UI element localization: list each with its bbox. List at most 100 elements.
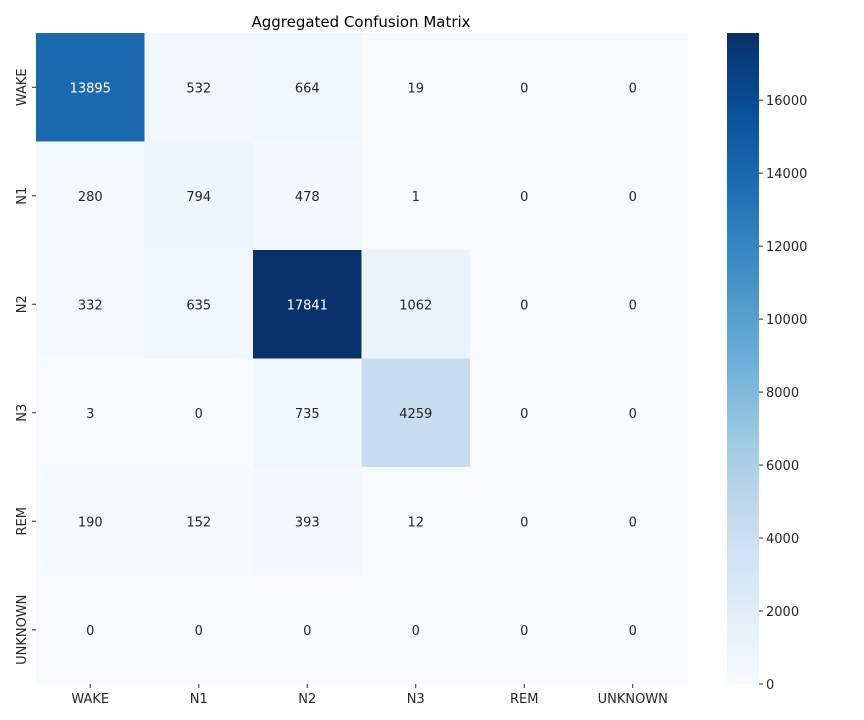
x-tick-label: N3: [407, 692, 425, 707]
y-tick-label: UNKNOWN: [15, 595, 30, 665]
heatmap-cell: [144, 467, 254, 577]
cell-value-label: 0: [629, 298, 637, 313]
colorbar-tick-label: 2000: [766, 605, 799, 620]
heatmap-cell: [361, 250, 471, 360]
cell-value-label: 0: [520, 190, 528, 205]
heatmap-cell: [253, 250, 363, 360]
cell-value-label: 0: [629, 81, 637, 96]
colorbar-tick-label: 16000: [766, 94, 807, 109]
heatmap-cell: [36, 250, 146, 360]
heatmap-cell: [470, 467, 580, 577]
heatmap-cell: [361, 467, 471, 577]
cell-value-label: 0: [629, 407, 637, 422]
x-tick-label: REM: [510, 692, 538, 707]
cell-value-label: 532: [186, 81, 211, 96]
y-tick-label: REM: [15, 507, 30, 535]
x-tick-label: N2: [298, 692, 316, 707]
cell-value-label: 1062: [399, 298, 432, 313]
cell-value-label: 478: [295, 190, 320, 205]
colorbar-tick-label: 14000: [766, 167, 807, 182]
heatmap-cell: [578, 358, 688, 468]
heatmap-cell: [144, 358, 254, 468]
cell-value-label: 0: [303, 624, 311, 639]
cell-value-label: 17841: [287, 298, 328, 313]
cell-value-label: 19: [407, 81, 424, 96]
y-tick-label: N1: [15, 187, 30, 205]
heatmap-cell: [470, 250, 580, 360]
x-tick-label: UNKNOWN: [598, 692, 668, 707]
heatmap-cell: [361, 575, 471, 685]
heatmap-cell: [253, 467, 363, 577]
cell-value-label: 0: [520, 624, 528, 639]
cell-value-label: 12: [407, 515, 424, 530]
heatmap-cell: [470, 358, 580, 468]
heatmap-cell: [36, 141, 146, 251]
cell-value-label: 0: [195, 624, 203, 639]
heatmap-cell: [361, 33, 471, 143]
cell-value-label: 3: [86, 407, 94, 422]
heatmap-cell: [36, 358, 146, 468]
y-tick-label: N2: [15, 295, 30, 313]
heatmap-cell: [36, 575, 146, 685]
heatmap-cell: [253, 575, 363, 685]
heatmap-cell: [578, 467, 688, 577]
y-axis-ticks: WAKE N1 N2 N3 REM UNKNOWN: [15, 68, 36, 665]
cell-value-label: 794: [186, 190, 211, 205]
heatmap-cell: [361, 358, 471, 468]
heatmap-cell: [36, 467, 146, 577]
heatmap-cell: [578, 33, 688, 143]
heatmap-cell: [253, 141, 363, 251]
x-tick-label: WAKE: [71, 692, 109, 707]
cell-value-label: 635: [186, 298, 211, 313]
colorbar-tick-label: 10000: [766, 313, 807, 328]
cell-value-label: 0: [86, 624, 94, 639]
colorbar-tick-label: 8000: [766, 386, 799, 401]
heatmap-cell: [36, 33, 146, 143]
heatmap-cell: [144, 250, 254, 360]
heatmap-cell: [578, 575, 688, 685]
cell-value-label: 4259: [399, 407, 432, 422]
colorbar-tick-label: 12000: [766, 240, 807, 255]
y-tick-label: N3: [15, 404, 30, 422]
x-axis-ticks: WAKE N1 N2 N3 REM UNKNOWN: [71, 684, 668, 707]
cell-value-label: 393: [295, 515, 320, 530]
heatmap-cell: [578, 250, 688, 360]
heatmap-cell: [470, 33, 580, 143]
cell-value-label: 0: [520, 515, 528, 530]
cell-value-label: 280: [78, 190, 103, 205]
colorbar-gradient: [727, 33, 759, 684]
cell-value-label: 1: [412, 190, 420, 205]
cell-value-label: 332: [78, 298, 103, 313]
cell-value-label: 735: [295, 407, 320, 422]
heatmap-cell: [470, 575, 580, 685]
heatmap-cell: [578, 141, 688, 251]
cell-value-label: 0: [629, 515, 637, 530]
cell-value-label: 0: [520, 407, 528, 422]
cell-value-label: 664: [295, 81, 320, 96]
heatmap-cell: [144, 33, 254, 143]
heatmap-cell: [144, 141, 254, 251]
heatmap-cell: [144, 575, 254, 685]
x-tick-label: N1: [190, 692, 208, 707]
heatmap-cell: [253, 358, 363, 468]
cell-value-label: 0: [629, 624, 637, 639]
colorbar-tick-label: 6000: [766, 459, 799, 474]
heatmap-cell: [253, 33, 363, 143]
cell-value-label: 0: [629, 190, 637, 205]
cell-value-label: 0: [520, 81, 528, 96]
cell-value-label: 152: [186, 515, 211, 530]
colorbar: 0 2000 4000 6000 8000 10000 12000 14000 16000: [727, 33, 807, 693]
colorbar-tick-label: 0: [766, 678, 774, 693]
cell-value-label: 0: [195, 407, 203, 422]
chart-title: Aggregated Confusion Matrix: [251, 13, 470, 31]
cell-value-label: 0: [412, 624, 420, 639]
colorbar-tick-label: 4000: [766, 532, 799, 547]
y-tick-label: WAKE: [15, 68, 30, 106]
cell-value-label: 13895: [70, 81, 111, 96]
cell-value-label: 190: [78, 515, 103, 530]
cell-value-label: 0: [520, 298, 528, 313]
heatmap-cell: [361, 141, 471, 251]
heatmap-cell: [470, 141, 580, 251]
